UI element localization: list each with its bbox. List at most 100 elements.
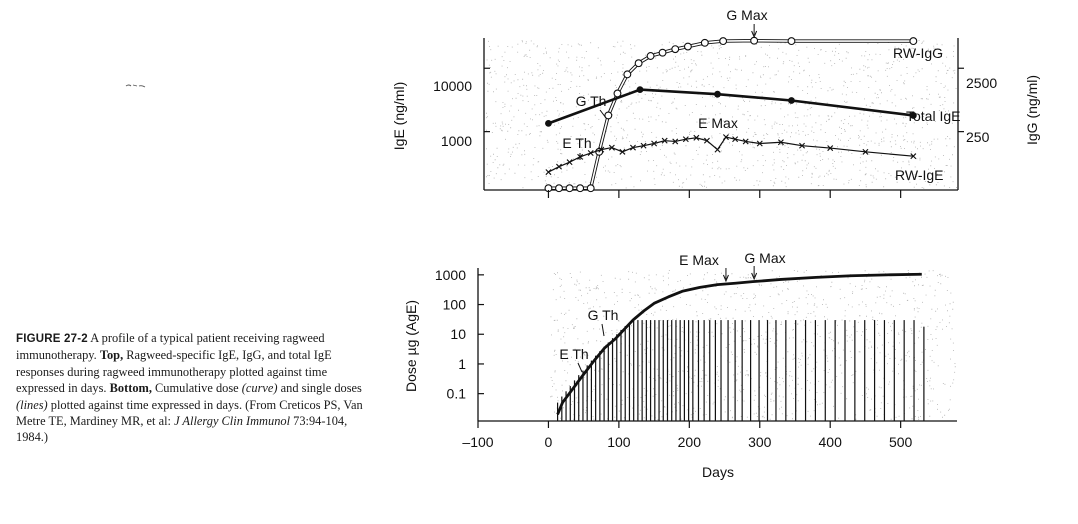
data-point-rw-ige — [598, 146, 605, 153]
data-point-total-ige — [788, 97, 795, 104]
figure-caption: FIGURE 27-2 A profile of a typical patie… — [16, 330, 368, 446]
data-point-rw-igg — [565, 184, 574, 193]
top-annotation-e-th: E Th — [562, 135, 591, 151]
data-point-rw-ige — [629, 144, 636, 151]
bottom-xtick-label: 0 — [545, 434, 553, 450]
bottom-xtick-label: 300 — [748, 434, 772, 450]
data-point-rw-ige — [682, 136, 689, 143]
data-point-total-ige — [909, 112, 917, 119]
bottom-ytick-label: 1000 — [435, 267, 466, 283]
data-point-rw-ige — [799, 142, 806, 149]
top-ytick-label-1000: 1000 — [441, 133, 472, 149]
top-chart-frame — [483, 38, 964, 191]
data-point-rw-igg — [719, 37, 728, 46]
bottom-annotation-g-max: G Max — [744, 250, 785, 266]
bottom-ylabel: Dose µg (AgE) — [403, 300, 419, 392]
bottom-chart-ticks: 1000 100 10 1 0.1 –100 0 100 200 300 400 500 — [435, 267, 913, 450]
data-point-rw-igg — [646, 52, 655, 60]
top-chart-series — [544, 24, 918, 193]
bottom-xtick-label: 400 — [819, 434, 843, 450]
data-point-rw-igg — [671, 45, 680, 54]
bottom-chart-series — [556, 266, 925, 421]
data-point-rw-ige — [619, 148, 626, 155]
data-point-rw-ige — [827, 145, 834, 152]
top-chart-x-ticks — [547, 190, 902, 198]
data-point-total-ige — [714, 90, 721, 98]
top-series-label-rw-ige: RW-IgE — [895, 167, 944, 183]
bottom-xtick-label: 500 — [889, 434, 913, 450]
caption-top-label: Top, — [99, 348, 124, 363]
caption-text-6: 73:94-104, 1984.) — [16, 414, 348, 445]
bottom-xtick-label: 100 — [607, 434, 631, 450]
data-point-rw-igg — [683, 42, 692, 51]
data-point-rw-ige — [556, 163, 562, 170]
data-point-rw-ige — [910, 153, 917, 160]
data-point-rw-igg — [576, 184, 585, 193]
series-line-rw-ige — [548, 136, 914, 173]
data-point-total-ige — [545, 119, 552, 127]
bottom-xtick-label: 200 — [678, 434, 702, 450]
top-arrowhead-g-max — [751, 30, 758, 39]
top-annotation-g-th: G Th — [576, 93, 607, 109]
data-point-rw-igg — [623, 70, 632, 79]
caption-text-1: A profile of a typical patient receiving… — [16, 331, 325, 363]
data-point-rw-ige — [608, 144, 615, 151]
bottom-xtick-label: –100 — [462, 434, 493, 450]
data-point-rw-ige — [777, 139, 784, 146]
stray-marks — [125, 84, 146, 88]
data-point-rw-ige — [703, 137, 710, 144]
top-pointer-g-th — [599, 109, 607, 119]
data-point-rw-ige — [714, 146, 721, 153]
data-point-rw-ige — [566, 159, 573, 166]
data-point-total-ige — [636, 86, 644, 94]
caption-curve-word: (curve) — [241, 381, 278, 396]
data-point-rw-igg — [658, 48, 667, 57]
bottom-pointer-g-th — [601, 323, 605, 337]
data-point-rw-ige — [661, 137, 668, 144]
data-point-rw-ige — [742, 138, 749, 145]
data-point-rw-igg — [634, 59, 643, 68]
data-point-rw-ige — [756, 140, 763, 147]
data-point-rw-igg — [787, 37, 796, 46]
caption-text-2: Ragweed-specific IgE, IgG, and total IgE… — [16, 348, 332, 396]
data-point-rw-ige — [545, 169, 552, 176]
top-annotation-g-max: G Max — [726, 7, 767, 23]
caption-lines-word: (lines) — [16, 397, 48, 412]
caption-bottom-label: Bottom, — [109, 381, 152, 396]
data-point-rw-ige — [862, 148, 869, 155]
bottom-annotation-g-th: G Th — [588, 307, 619, 323]
bottom-pointer-e-th — [577, 362, 583, 373]
top-ytick-right-label-2500: 2500 — [966, 75, 997, 91]
bottom-annotation-e-max: E Max — [679, 252, 719, 268]
data-point-rw-igg — [750, 36, 759, 45]
data-point-rw-ige — [587, 150, 594, 156]
top-annotation-e-max: E Max — [698, 115, 738, 131]
bottom-ytick-label: 100 — [443, 297, 467, 313]
bottom-annotation-e-th: E Th — [559, 346, 588, 362]
top-series-label-rw-igg: RW-IgG — [893, 45, 943, 61]
data-point-rw-ige — [722, 134, 729, 141]
caption-text-5: plotted against time expressed in days. … — [16, 397, 363, 429]
data-point-rw-igg — [604, 111, 613, 120]
bottom-ytick-label: 1 — [458, 356, 466, 372]
caption-text-3: Cumulative dose — [151, 381, 242, 396]
data-point-rw-igg — [586, 184, 595, 193]
bottom-chart: 1000 100 10 1 0.1 –100 0 100 200 300 400 500 Dose µ… — [403, 250, 957, 480]
top-ytick-right-label-250: 250 — [966, 129, 990, 145]
data-point-rw-igg — [700, 38, 709, 47]
data-point-rw-igg — [909, 37, 918, 46]
caption-text-4: and single doses — [277, 381, 362, 396]
cumulative-dose-curve — [556, 272, 922, 415]
data-point-rw-igg — [555, 184, 563, 193]
data-point-rw-ige — [640, 142, 647, 149]
data-point-rw-ige — [672, 138, 679, 145]
top-ytick-label-10000: 10000 — [433, 78, 472, 94]
top-chart: IgE (ng/ml) IgG (ng/ml) 10000 1000 2500 … — [391, 7, 1040, 198]
data-point-rw-ige — [651, 140, 658, 147]
bottom-arrowhead-g-max — [751, 272, 758, 281]
data-point-rw-ige — [693, 134, 700, 141]
bottom-arrowhead-e-max — [722, 274, 729, 283]
caption-journal: J Allergy Clin Immunol — [174, 414, 291, 429]
